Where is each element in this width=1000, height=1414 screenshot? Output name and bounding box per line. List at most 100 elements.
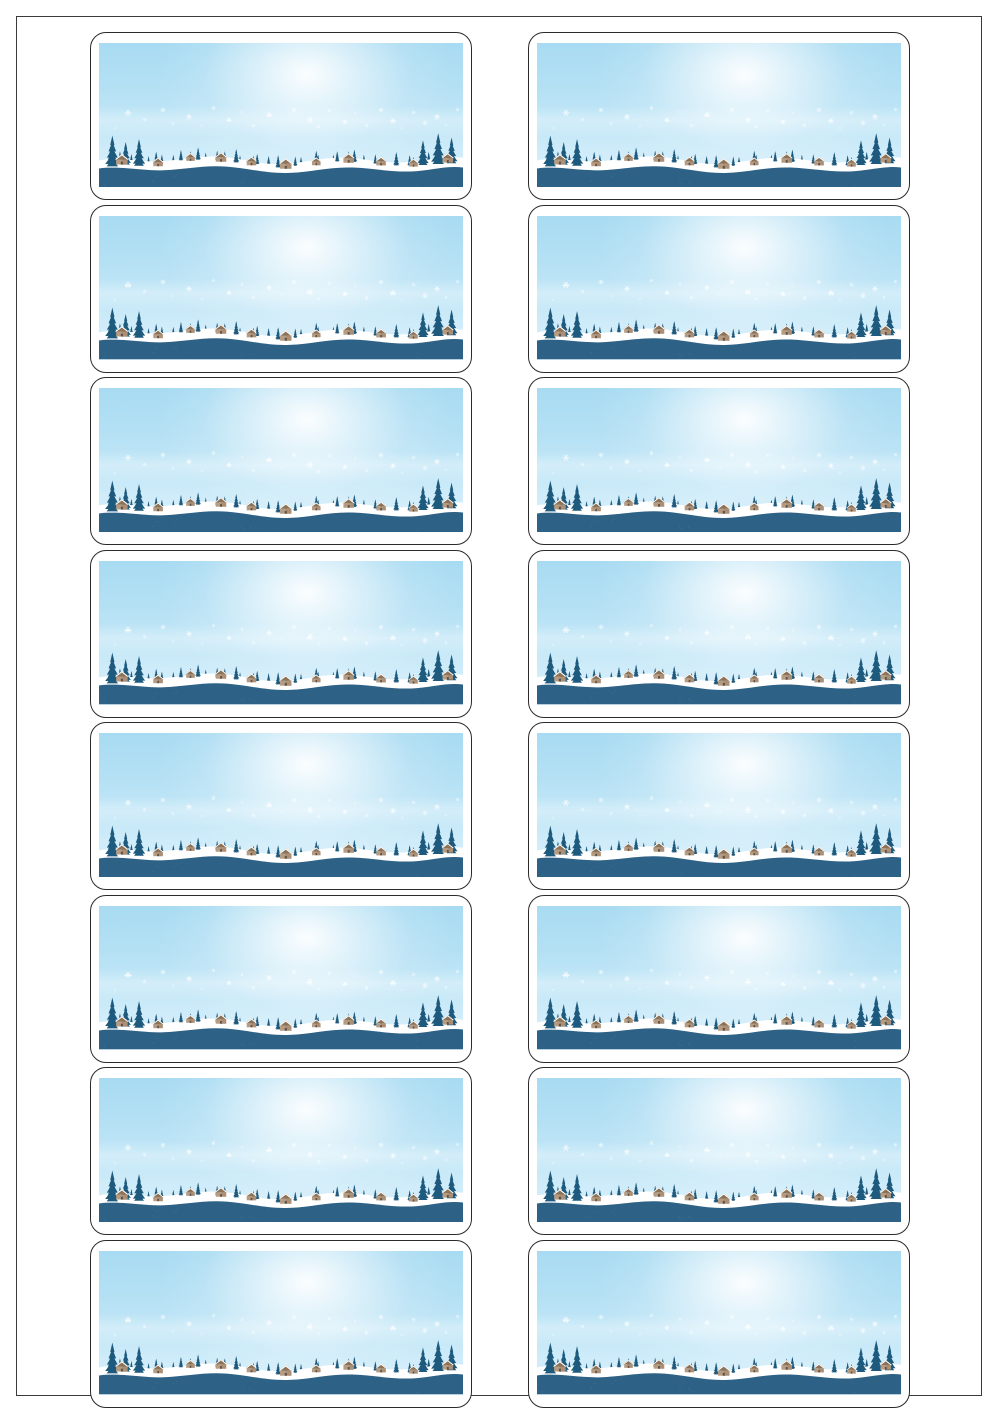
address-label[interactable] [90,377,472,545]
village-house-icon [846,848,857,857]
pine-tree-icon [570,1346,584,1374]
pine-tree-icon [731,846,736,856]
address-label[interactable] [90,1239,472,1408]
pine-tree-icon [616,1184,622,1195]
snowflake-icon [872,803,878,810]
pine-tree-icon [543,1170,558,1202]
snowflake-icon [186,976,192,982]
snow-dot-icon [142,980,146,984]
village-house-icon [311,329,322,338]
pine-tree-icon [543,135,558,167]
snow-dot-icon [379,1315,384,1320]
label-artwork [99,733,463,877]
snow-dot-icon [401,299,404,302]
snow-dot-icon [160,1315,165,1320]
address-label[interactable] [528,32,910,200]
snow-dot-icon [729,1142,734,1147]
water-speckles [537,690,857,704]
pine-tree-icon [132,1001,146,1029]
snow-dot-icon [353,974,356,977]
village-house-icon [813,156,825,166]
pine-tree-icon [233,1183,240,1198]
water-speckles [99,173,419,186]
village-group [105,132,458,169]
snow-dot-icon [160,1142,165,1147]
address-label[interactable] [90,894,472,1063]
pine-tree-icon [393,324,400,338]
pine-tree-icon [772,495,778,507]
village-house-icon [813,501,825,511]
label-artwork [537,388,901,532]
pine-tree-icon [831,151,838,166]
address-label[interactable] [90,722,472,890]
village-house-icon [342,1187,355,1198]
snow-dot-icon [817,1142,822,1147]
water-speckles [537,1380,857,1394]
village-house-icon [652,1359,666,1369]
address-label[interactable] [528,1239,910,1408]
pine-tree-icon [334,495,340,507]
address-label[interactable] [528,1067,910,1235]
address-label[interactable] [528,204,910,373]
address-label[interactable] [528,377,910,545]
snow-dot-icon [444,1158,448,1162]
pine-tree-icon [869,1340,884,1372]
snow-dot-icon [401,1334,404,1337]
snow-dot-icon [638,125,641,128]
snowflake-icon [624,1321,630,1327]
pine-tree-icon [334,150,340,162]
village-house-icon [408,675,419,684]
address-label[interactable] [528,894,910,1063]
snow-dot-icon [455,1315,459,1319]
snowflake-icon [124,1316,131,1324]
snowflake-icon [434,1321,440,1327]
pine-tree-icon [178,1012,184,1023]
snow-dot-icon [649,968,654,973]
snow-dot-icon [422,120,428,126]
address-label[interactable] [90,32,472,200]
snow-dot-icon [251,1158,255,1162]
village-house-icon [553,1016,567,1027]
snow-dot-icon [850,973,854,977]
pine-tree-icon [275,154,281,168]
snow-dot-icon [850,455,854,459]
address-label[interactable] [528,722,910,890]
snow-dot-icon [364,813,369,818]
village-group [105,477,458,514]
village-house-icon [152,157,164,166]
snow-dot-icon [882,123,886,127]
village-house-icon [214,1359,228,1369]
pine-tree-icon [671,1183,678,1198]
snowflake-group [99,388,463,532]
village-house-icon [311,674,322,683]
village-house-icon [245,328,258,338]
village-house-icon [716,1020,731,1032]
village-house-icon [623,1015,634,1024]
snow-dot-icon [142,1325,146,1329]
snow-dot-icon [200,1332,203,1335]
address-label[interactable] [528,549,910,718]
snow-dot-icon [817,625,822,630]
address-label[interactable] [90,204,472,373]
village-house-icon [652,841,666,852]
snow-dot-icon [251,986,255,990]
snow-dot-icon [839,989,842,992]
snow-dot-icon [211,968,216,973]
snow-dot-icon [251,1331,255,1335]
snow-dot-icon [200,987,203,990]
village-house-icon [879,152,893,163]
village-house-icon [245,673,258,683]
water-foreground [99,1200,463,1222]
pine-tree-icon [393,1359,400,1373]
address-label[interactable] [90,549,472,718]
snow-dot-icon [755,642,758,646]
snow-dot-icon [142,807,146,811]
village-house-icon [214,1186,228,1197]
address-label[interactable] [90,1067,472,1235]
snowflake-group [99,216,463,360]
village-house-icon [278,1192,293,1204]
snow-dot-icon [598,107,603,112]
pine-tree-icon [671,1011,678,1025]
snow-dot-icon [171,812,175,815]
snowflake-icon [704,1319,710,1326]
